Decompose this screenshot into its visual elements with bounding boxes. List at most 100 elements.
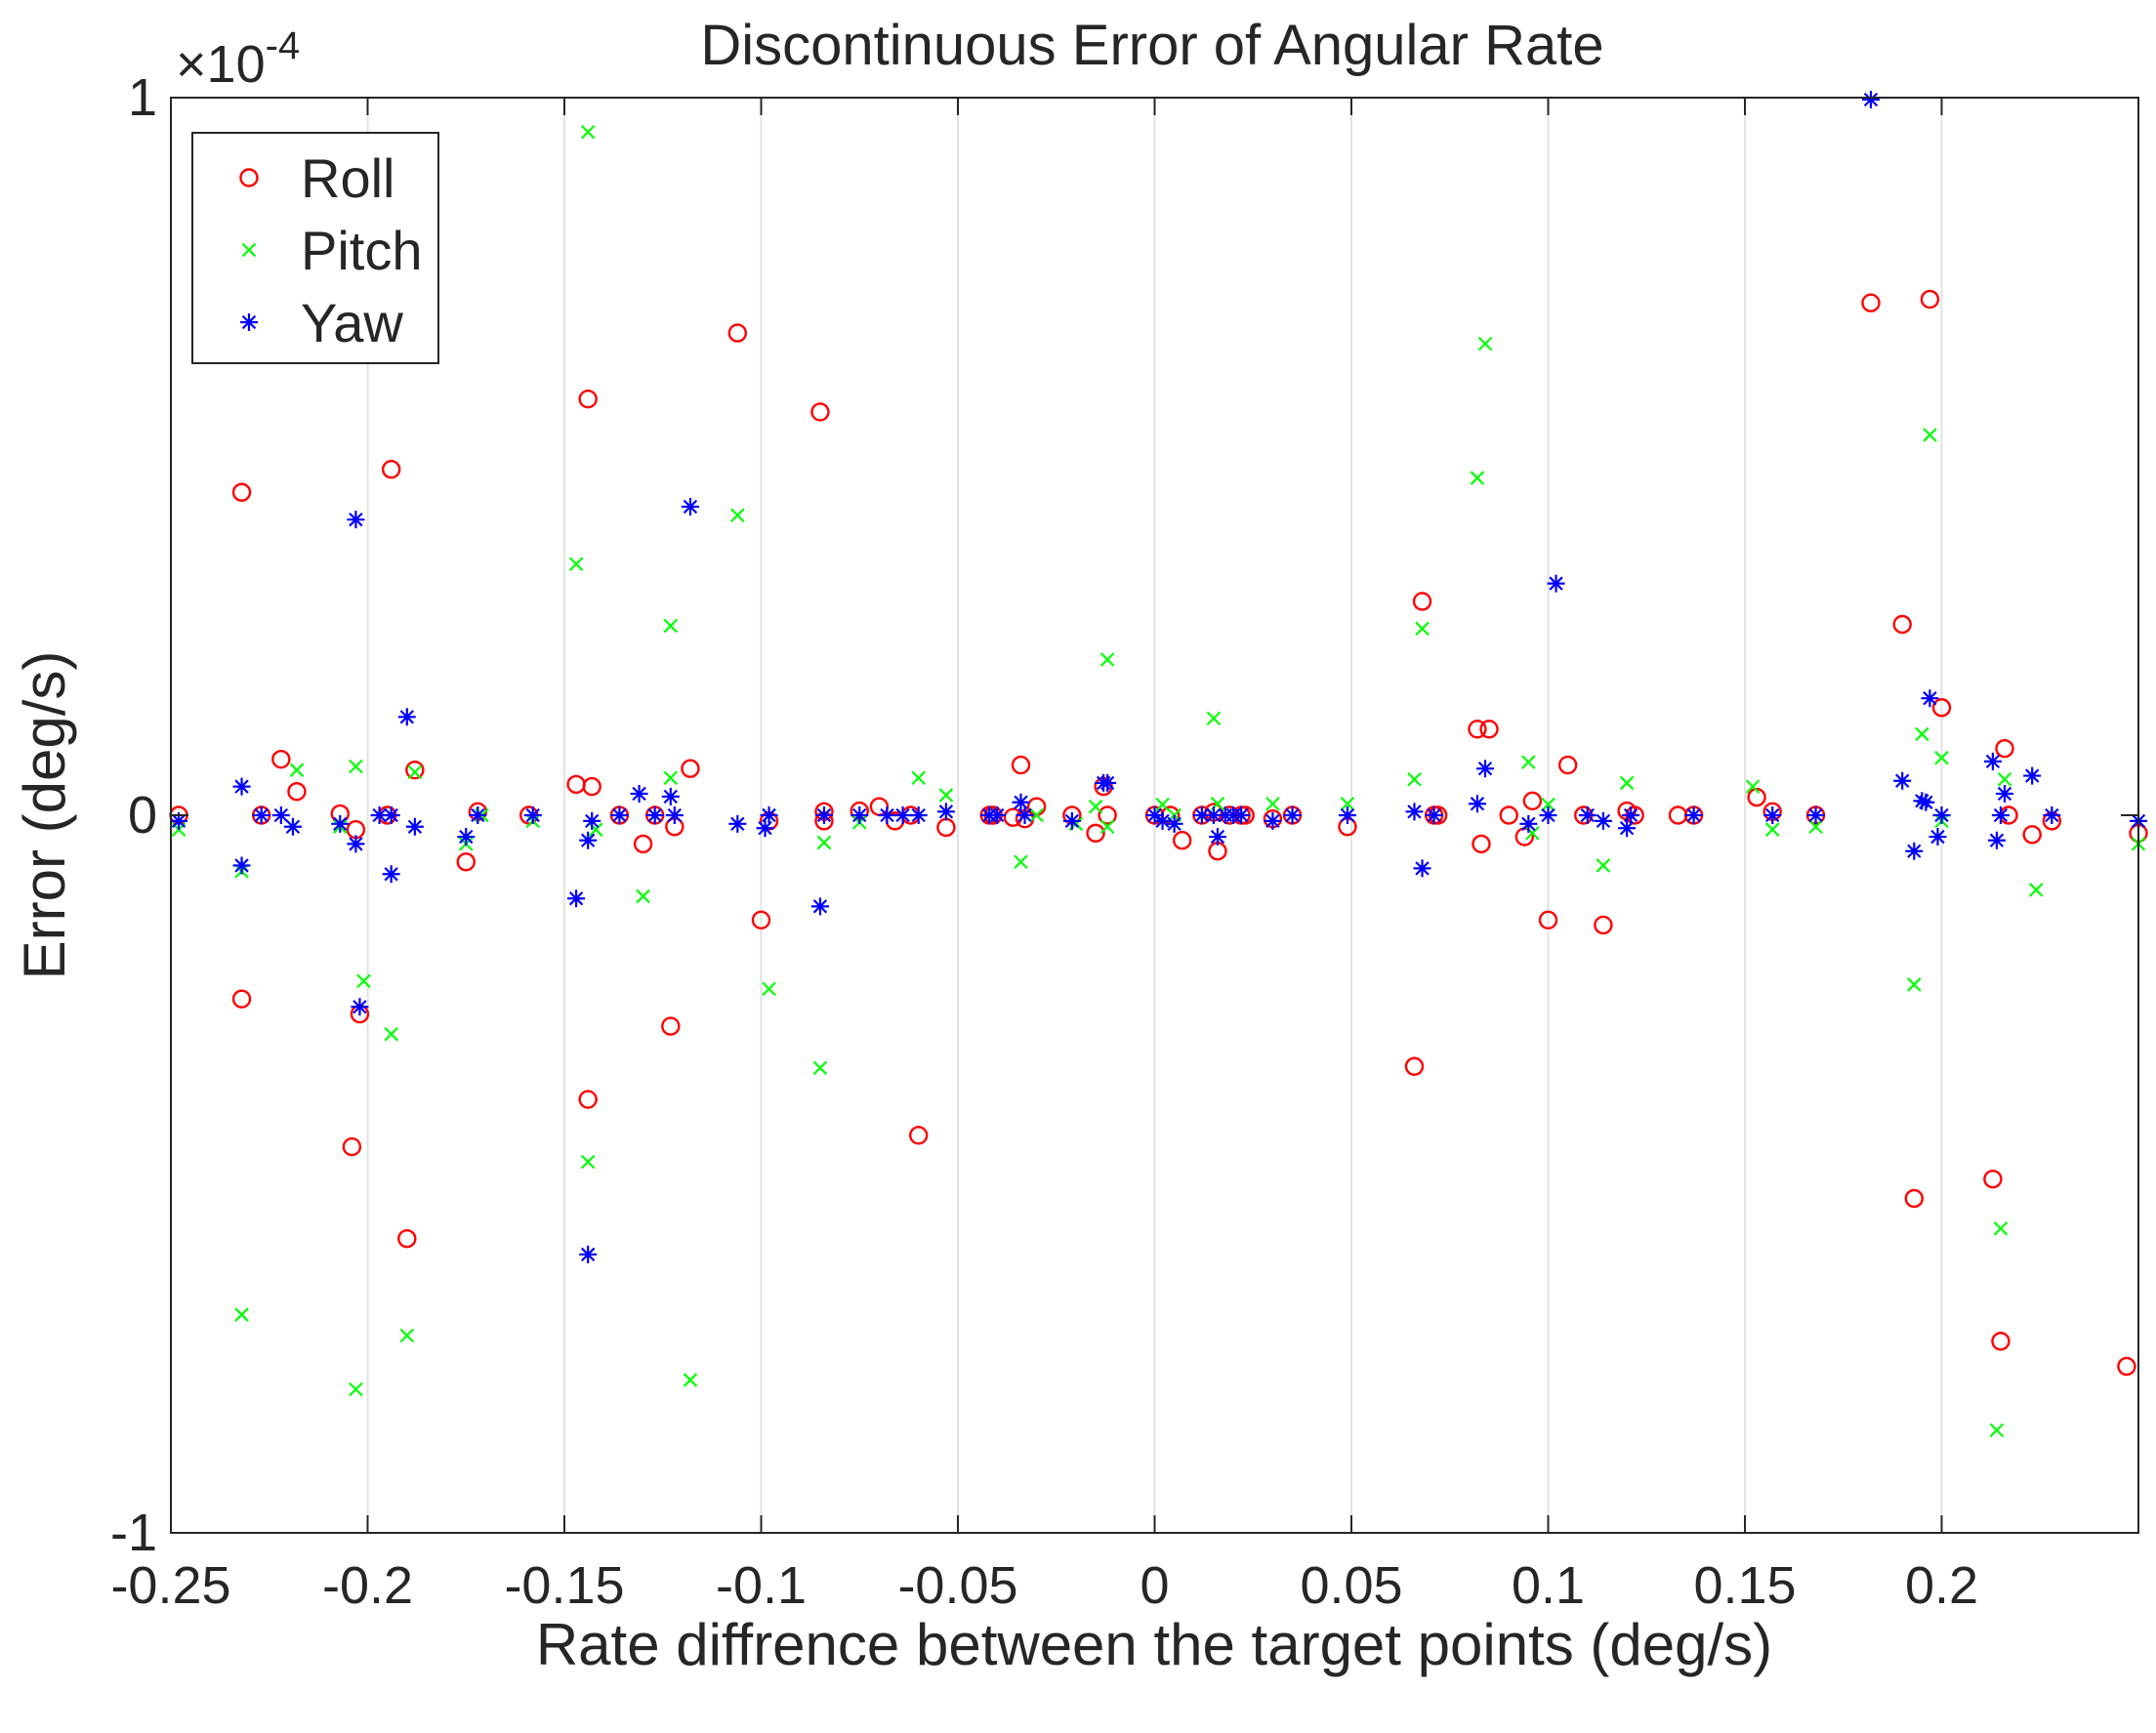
yaw-point: [232, 777, 251, 796]
legend-label-yaw: Yaw: [301, 292, 403, 353]
yaw-point: [1468, 795, 1486, 813]
yaw-point: [2023, 766, 2042, 785]
pitch-point: [407, 764, 423, 780]
yaw-point: [405, 817, 424, 836]
yaw-point: [170, 811, 188, 830]
yaw-point: [1476, 760, 1495, 778]
yaw-point: [814, 806, 833, 824]
roll-point: [1086, 823, 1105, 844]
yaw-point: [1062, 811, 1081, 830]
pitch-point: [568, 557, 584, 572]
roll-point: [1594, 915, 1613, 935]
axis-ticks: -0.25 -0.2 -0.15 -0.1 -0.05 0 0.05 0.1 0.15 0.2 -1…: [110, 68, 2138, 1615]
roll-point: [1479, 720, 1499, 739]
yaw-point: [1578, 806, 1596, 824]
yaw-point: [1684, 806, 1703, 824]
pitch-point: [1014, 854, 1028, 870]
yaw-point: [1594, 811, 1612, 830]
yaw-point: [630, 784, 648, 803]
legend-marker-yaw: [240, 313, 258, 331]
yaw-point: [1016, 806, 1034, 824]
y-exponent-power: -4: [266, 24, 301, 67]
yaw-point: [1405, 803, 1424, 821]
pitch-point: [2028, 883, 2044, 897]
yaw-point: [347, 511, 365, 529]
pitch-point: [1415, 621, 1430, 637]
pitch-point: [1155, 797, 1170, 812]
pitch-point: [399, 1328, 415, 1343]
yaw-point: [1921, 689, 1939, 708]
yaw-point: [252, 806, 270, 824]
x-tick-label: 0.2: [1905, 1556, 1978, 1615]
yaw-point: [1145, 806, 1164, 824]
yaw-point: [810, 897, 829, 916]
pitch-point: [384, 1026, 398, 1042]
pitch-point: [1989, 1423, 2005, 1438]
yaw-point: [909, 806, 928, 824]
pitch-point: [1619, 775, 1635, 791]
pitch-point: [938, 788, 954, 803]
legend: Roll Pitch Yaw: [191, 132, 439, 364]
roll-point: [2117, 1356, 2136, 1377]
roll-point: [1931, 698, 1952, 718]
roll-point: [1412, 592, 1432, 611]
pitch-point: [812, 1060, 828, 1075]
x-tick-label: 0: [1140, 1556, 1169, 1615]
pitch-point: [1206, 711, 1222, 726]
roll-point: [909, 1126, 929, 1145]
yaw-point: [756, 819, 774, 838]
roll-point: [681, 759, 700, 778]
roll-point: [1991, 1332, 2011, 1351]
roll-point: [287, 782, 307, 802]
yaw-point: [728, 814, 747, 833]
yaw-point: [1099, 773, 1117, 792]
roll-point: [2022, 825, 2042, 845]
yaw-point: [1763, 806, 1782, 824]
yaw-point: [1618, 819, 1637, 838]
yaw-point: [1208, 828, 1226, 846]
pitch-point: [234, 1307, 249, 1322]
yaw-point: [1539, 806, 1557, 824]
yaw-point: [469, 806, 487, 824]
yaw-point: [331, 814, 350, 833]
roll-point: [661, 1016, 681, 1036]
yaw-point: [1905, 842, 1924, 860]
yaw-point: [1153, 811, 1172, 830]
yaw-point: [1519, 814, 1538, 833]
roll-point: [1011, 755, 1031, 775]
yaw-point: [1192, 806, 1211, 824]
roll-point: [381, 460, 401, 479]
x-tick-label: -0.1: [716, 1556, 807, 1615]
x-tick-label: -0.05: [897, 1556, 1017, 1615]
pitch-point: [356, 973, 371, 989]
yaw-point: [1232, 806, 1251, 824]
y-axis-label: Error (deg/s): [12, 651, 77, 980]
yaw-point: [1283, 806, 1302, 824]
pitch-point: [1764, 822, 1780, 837]
yaw-point: [370, 806, 389, 824]
legend-label-roll: Roll: [301, 147, 394, 209]
pitch-point: [1907, 977, 1922, 992]
pitch-point: [1340, 796, 1355, 811]
x-axis-label: Rate diffrence between the target points…: [536, 1612, 1772, 1677]
yaw-point: [850, 806, 869, 824]
pitch-point: [636, 888, 650, 904]
yaw-point: [1547, 574, 1565, 593]
pitch-point: [1745, 779, 1761, 794]
pitch-point: [1099, 819, 1115, 835]
y-tick-label: -1: [110, 1504, 157, 1562]
yaw-point: [397, 708, 416, 726]
pitch-point: [1541, 797, 1555, 812]
yaw-point: [1983, 752, 2002, 770]
pitch-point: [1915, 726, 1929, 742]
yaw-point: [1264, 811, 1282, 830]
roll-point: [1098, 805, 1117, 825]
yaw-point: [1413, 859, 1431, 878]
yaw-point: [1012, 793, 1030, 811]
roll-point: [1404, 1056, 1425, 1076]
pitch-point: [580, 125, 596, 140]
x-tick-label: 0.1: [1512, 1556, 1585, 1615]
yaw-point: [523, 806, 542, 824]
yaw-point: [665, 806, 684, 824]
